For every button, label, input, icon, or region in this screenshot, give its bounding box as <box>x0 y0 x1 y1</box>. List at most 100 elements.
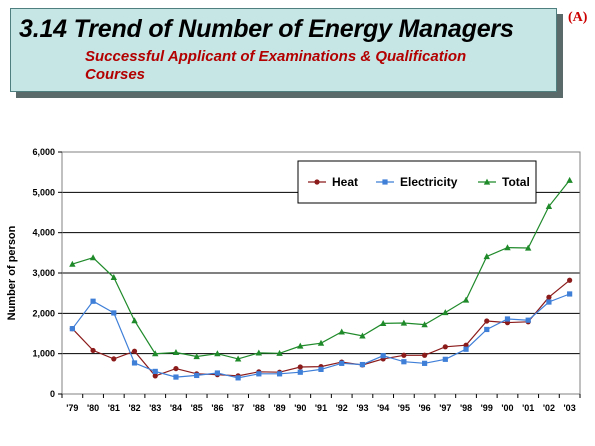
data-point-electricity <box>546 299 552 305</box>
data-point-electricity <box>214 370 220 376</box>
y-axis-label: Number of person <box>6 225 18 320</box>
data-point-total <box>338 328 345 335</box>
data-point-total <box>110 274 117 281</box>
data-point-total <box>172 349 180 356</box>
data-point-electricity <box>442 356 448 362</box>
x-tick-label: '01 <box>522 403 534 413</box>
data-point-total <box>462 296 470 303</box>
x-tick-label: '82 <box>128 403 140 413</box>
data-point-total <box>545 203 553 210</box>
data-point-total <box>297 342 304 349</box>
data-point-heat <box>463 342 469 348</box>
data-point-total <box>214 350 221 357</box>
series-electricity <box>69 291 573 381</box>
y-tick-label: 2,000 <box>32 308 55 318</box>
subtitle-line-1: Successful Applicant of Examinations & Q… <box>85 48 467 65</box>
data-point-heat <box>567 277 573 283</box>
legend-marker-electricity <box>382 179 388 185</box>
x-tick-label: '94 <box>377 403 389 413</box>
x-tick-label: '88 <box>253 403 265 413</box>
data-point-electricity <box>111 310 117 316</box>
data-point-electricity <box>422 360 428 366</box>
x-tick-label: '89 <box>273 403 285 413</box>
legend-item-electricity: Electricity <box>376 175 458 189</box>
legend-item-total: Total <box>478 175 530 189</box>
chart-series <box>69 176 573 381</box>
data-point-total <box>400 319 408 326</box>
data-point-total <box>131 317 138 324</box>
x-axis-ticks: '79 '80 '81 '82 '83 '84 '85 '86 '87 '88 '89 '90 '91 '… <box>61 394 581 413</box>
y-tick-label: 4,000 <box>32 228 55 238</box>
data-point-total <box>89 254 97 261</box>
data-point-heat <box>173 365 179 372</box>
series-heat <box>69 277 573 379</box>
x-tick-label: '81 <box>108 403 120 413</box>
data-point-total <box>504 244 511 251</box>
legend-label-total: Total <box>502 175 530 189</box>
series-line-heat <box>71 279 570 377</box>
page-title: 3.14 Trend of Number of Energy Managers <box>19 15 514 43</box>
slide-label: (A) <box>568 10 588 25</box>
x-tick-label: '86 <box>211 403 223 413</box>
x-tick-label: '79 <box>66 403 78 413</box>
data-point-electricity <box>339 360 345 366</box>
data-point-electricity <box>401 359 407 365</box>
data-point-total <box>193 353 200 360</box>
x-tick-label: '83 <box>149 403 161 413</box>
legend-item-heat: Heat <box>308 175 358 189</box>
data-point-electricity <box>69 326 75 332</box>
data-point-heat <box>297 364 303 370</box>
chart-legend: Heat Electricity Total <box>297 160 537 204</box>
data-point-electricity <box>297 369 303 375</box>
legend-label-electricity: Electricity <box>400 175 458 189</box>
x-tick-label: '03 <box>564 403 576 413</box>
data-point-electricity <box>173 374 179 380</box>
data-point-electricity <box>359 361 366 368</box>
data-point-total <box>69 260 76 267</box>
data-point-total <box>566 176 573 183</box>
data-point-heat <box>152 373 158 379</box>
series-total <box>69 176 573 362</box>
data-point-electricity <box>318 366 324 372</box>
data-point-electricity <box>194 372 200 379</box>
data-point-heat <box>422 352 428 358</box>
data-point-electricity <box>567 291 573 297</box>
data-point-electricity <box>256 371 262 377</box>
data-point-total <box>255 349 263 356</box>
data-point-total <box>421 321 428 328</box>
data-point-electricity <box>235 375 241 381</box>
legend-items: Heat Electricity Total <box>308 175 530 189</box>
data-point-heat <box>442 344 448 350</box>
data-point-electricity <box>380 353 386 359</box>
data-point-heat <box>90 347 96 354</box>
x-tick-label: '91 <box>315 403 327 413</box>
data-point-electricity <box>525 317 531 323</box>
data-point-electricity <box>504 316 511 322</box>
x-tick-label: '98 <box>460 403 472 413</box>
y-tick-label: 1,000 <box>32 349 55 359</box>
x-tick-label: '99 <box>481 403 493 413</box>
legend-label-heat: Heat <box>332 175 358 189</box>
y-tick-label: 3,000 <box>32 268 55 278</box>
y-tick-label: 6,000 <box>32 147 55 157</box>
data-point-total <box>276 349 283 356</box>
data-point-total <box>483 253 490 260</box>
x-tick-label: '85 <box>191 403 203 413</box>
x-tick-label: '97 <box>439 403 451 413</box>
x-tick-label: '80 <box>87 403 99 413</box>
x-tick-label: '90 <box>294 403 306 413</box>
x-tick-label: '92 <box>336 403 348 413</box>
data-point-heat <box>484 318 490 324</box>
y-tick-label: 0 <box>50 389 55 399</box>
page-subtitle: Successful Applicant of Examinations & Q… <box>85 48 525 84</box>
data-point-heat <box>131 348 138 354</box>
data-point-electricity <box>152 368 158 375</box>
y-axis-ticks: 0 1,000 2,000 3,000 4,000 5,000 6,000 <box>32 147 62 399</box>
subtitle-line-2: Courses <box>85 66 146 83</box>
data-point-electricity <box>131 360 138 366</box>
x-tick-label: '95 <box>398 403 410 413</box>
data-point-heat <box>546 294 552 300</box>
data-point-heat <box>401 352 407 358</box>
data-point-total <box>152 350 159 357</box>
data-point-total <box>442 309 449 316</box>
